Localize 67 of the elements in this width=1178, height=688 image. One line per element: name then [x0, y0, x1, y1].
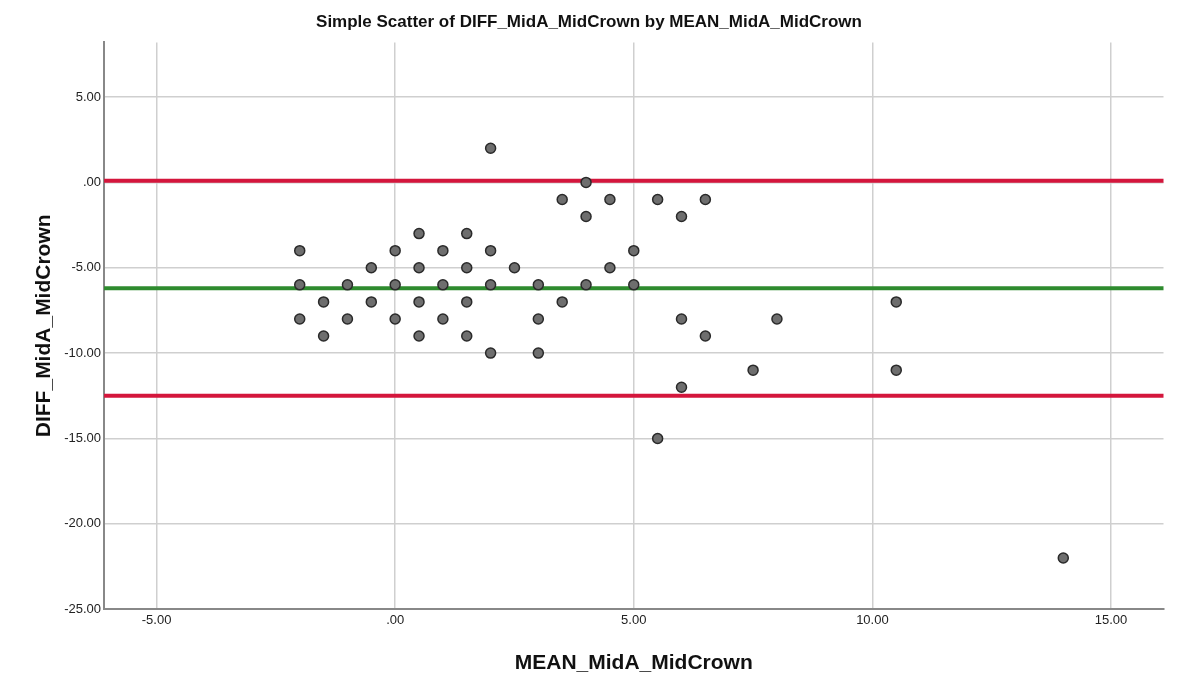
y-tick-label: 5.00 [75, 88, 102, 104]
point [699, 330, 712, 342]
point [317, 296, 330, 308]
point [890, 296, 902, 308]
point [747, 364, 759, 376]
y-tick-label: -10.00 [64, 344, 102, 360]
point [484, 347, 497, 359]
point [484, 142, 497, 154]
x-tick-label: -5.00 [141, 611, 172, 627]
chart-title: Simple Scatter of DIFF_MidA_MidCrown by MEAN_MidA_MidCrown [316, 11, 862, 31]
x-tick-label: 10.00 [856, 611, 889, 627]
point [341, 279, 354, 291]
point [699, 193, 712, 206]
point [628, 279, 640, 291]
point [293, 244, 306, 257]
point [341, 313, 354, 325]
point [293, 313, 306, 325]
point [293, 279, 306, 291]
point [556, 296, 568, 308]
point [604, 262, 616, 274]
x-axis-title: MEAN_MidA_MidCrown [514, 650, 753, 674]
point [461, 227, 473, 240]
y-tick-label: .00 [82, 173, 102, 189]
x-tick-label: 5.00 [621, 611, 647, 627]
point [437, 244, 449, 257]
y-tick-label: -5.00 [71, 259, 102, 275]
point [484, 279, 497, 291]
y-axis-title: DIFF_MidA_MidCrown [31, 214, 55, 438]
point [389, 279, 401, 291]
point [651, 432, 664, 445]
point [413, 227, 425, 240]
point [365, 262, 378, 274]
point [890, 364, 902, 376]
x-tick-label: 15.00 [1094, 611, 1128, 627]
point [317, 330, 330, 342]
point [484, 244, 497, 257]
y-tick-label: -20.00 [64, 515, 102, 531]
y-tick-label: -15.00 [64, 430, 102, 446]
point [556, 193, 568, 206]
point [771, 313, 783, 325]
point [675, 313, 688, 325]
point [580, 210, 592, 223]
point [1057, 552, 1070, 564]
point [461, 330, 473, 342]
y-tick-label: -25.00 [64, 600, 102, 616]
point [461, 262, 473, 274]
point [604, 193, 616, 206]
point [628, 244, 640, 257]
point [675, 210, 688, 223]
point [437, 279, 449, 291]
point [365, 296, 378, 308]
point [389, 313, 401, 325]
point [389, 244, 401, 257]
point [532, 347, 545, 359]
x-tick-label: .00 [386, 611, 405, 627]
point [437, 313, 449, 325]
point [651, 193, 664, 206]
point [532, 313, 545, 325]
point [508, 262, 521, 274]
point [532, 279, 545, 291]
point [413, 262, 425, 274]
point [413, 330, 425, 342]
point [580, 279, 592, 291]
point [461, 296, 473, 308]
point [675, 381, 688, 394]
point [413, 296, 425, 308]
point [580, 176, 592, 189]
